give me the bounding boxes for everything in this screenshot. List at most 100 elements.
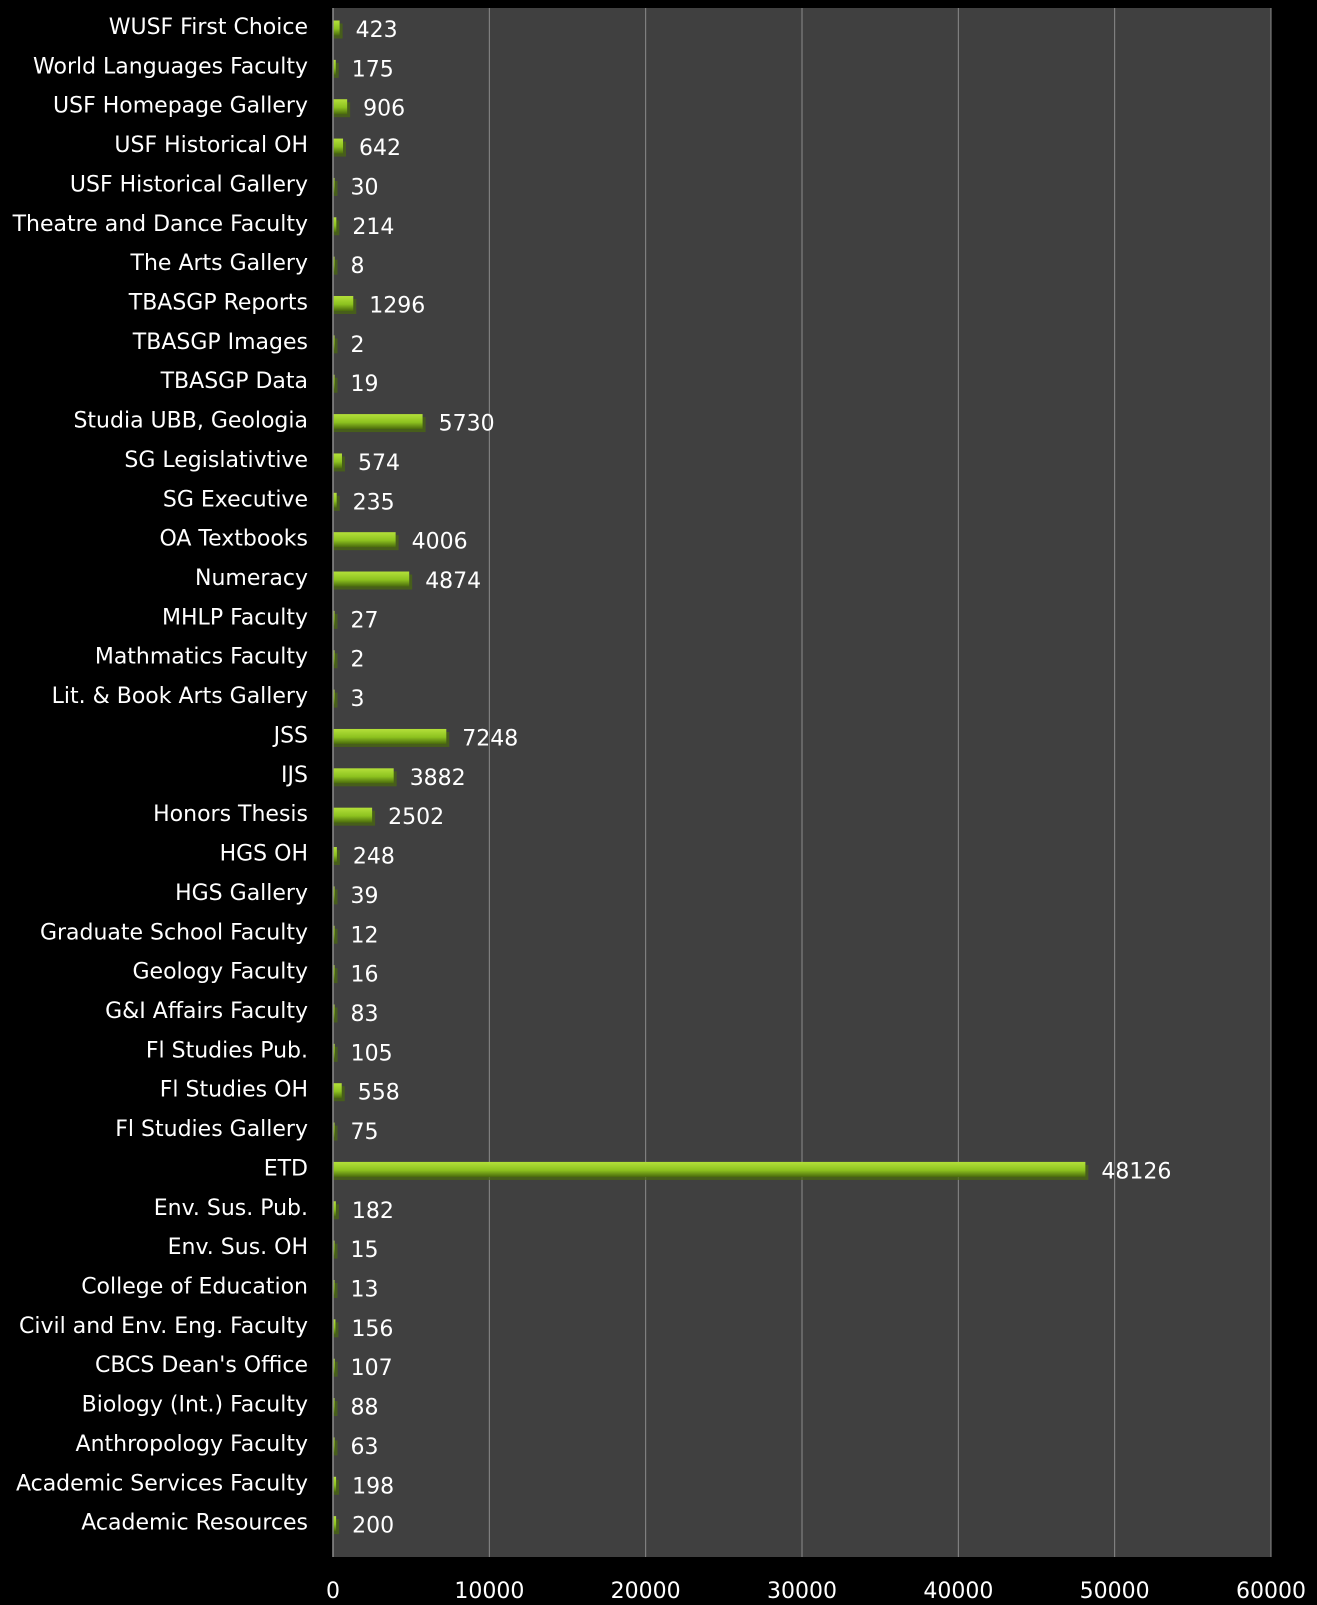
category-label: USF Historical Gallery — [70, 172, 308, 197]
category-label: HGS OH — [220, 842, 308, 867]
category-label: MHLP Faculty — [162, 605, 308, 630]
category-label: TBASGP Data — [160, 369, 308, 394]
category-label: SG Legislativtive — [124, 448, 308, 473]
bar-shadow — [333, 377, 338, 393]
category-label: Graduate School Faculty — [40, 920, 308, 945]
data-label: 30 — [351, 175, 379, 200]
data-label: 2 — [351, 333, 365, 358]
bar-shadow — [333, 62, 339, 78]
category-label: Env. Sus. OH — [168, 1235, 308, 1260]
bar-shadow — [333, 889, 338, 905]
data-label: 1296 — [369, 294, 425, 319]
data-label: 200 — [352, 1514, 394, 1539]
bar — [333, 1358, 335, 1374]
category-label: TBASGP Reports — [128, 291, 308, 316]
bar — [333, 138, 344, 154]
category-label: College of Education — [81, 1274, 308, 1299]
bar-shadow — [333, 1125, 338, 1141]
bar — [333, 728, 447, 744]
category-label: World Languages Faculty — [33, 54, 308, 79]
category-label: Mathmatics Faculty — [95, 645, 308, 670]
data-label: 83 — [351, 1002, 379, 1027]
category-label: Honors Thesis — [153, 802, 308, 827]
category-label: HGS Gallery — [175, 881, 308, 906]
category-label: CBCS Dean's Office — [95, 1353, 308, 1378]
bar — [333, 453, 342, 469]
bar-shadow — [333, 1322, 339, 1338]
bar-shadow — [333, 653, 338, 669]
bars — [333, 20, 1089, 1535]
bar — [333, 1319, 336, 1335]
category-label: OA Textbooks — [159, 527, 308, 552]
data-label: 12 — [351, 923, 379, 948]
bar — [333, 532, 396, 548]
bar — [333, 492, 337, 508]
bar — [333, 296, 354, 312]
category-label: Civil and Env. Eng. Faculty — [19, 1314, 308, 1339]
data-label: 182 — [352, 1199, 394, 1224]
bar-shadow — [333, 692, 338, 708]
x-tick-label: 40000 — [923, 1579, 993, 1604]
category-label: Fl Studies Gallery — [115, 1117, 308, 1142]
bar — [333, 807, 373, 823]
category-label: Biology (Int.) Faculty — [82, 1393, 308, 1418]
x-tick-label: 10000 — [454, 1579, 524, 1604]
x-axis-tick-labels: 0 10000 20000 30000 40000 50000 60000 — [326, 1579, 1306, 1604]
data-label: 8 — [351, 254, 365, 279]
bar — [333, 99, 348, 115]
data-label: 105 — [351, 1041, 393, 1066]
data-label: 3882 — [410, 766, 466, 791]
data-label: 48126 — [1101, 1159, 1171, 1184]
category-label: JSS — [272, 723, 308, 748]
category-label: IJS — [281, 763, 308, 788]
data-label: 19 — [351, 372, 379, 397]
category-label: Geology Faculty — [132, 960, 308, 985]
data-label: 574 — [358, 451, 400, 476]
data-label: 5730 — [439, 412, 495, 437]
bar — [333, 20, 340, 36]
bar-shadow — [333, 1243, 338, 1259]
bar-shadow — [333, 1361, 338, 1377]
data-label: 13 — [351, 1277, 379, 1302]
category-label: Studia UBB, Geologia — [73, 409, 308, 434]
gridlines — [488, 8, 1272, 1557]
data-label: 175 — [352, 57, 394, 82]
data-label: 107 — [351, 1356, 393, 1381]
bar-shadow — [333, 968, 338, 984]
x-tick-label: 30000 — [767, 1579, 837, 1604]
category-label: USF Homepage Gallery — [53, 94, 308, 119]
category-label: Fl Studies OH — [160, 1078, 308, 1103]
bar — [333, 1201, 336, 1217]
data-label: 248 — [353, 845, 395, 870]
category-label: Theatre and Dance Faculty — [12, 212, 308, 237]
data-label: 88 — [351, 1396, 379, 1421]
category-label: Lit. & Book Arts Gallery — [52, 684, 308, 709]
data-label: 558 — [358, 1081, 400, 1106]
data-label: 214 — [352, 215, 394, 240]
bar-shadow — [333, 1046, 338, 1062]
category-label: Anthropology Faculty — [76, 1432, 308, 1457]
bar — [333, 1516, 337, 1532]
data-label: 156 — [351, 1317, 393, 1342]
x-tick-label: 0 — [326, 1579, 340, 1604]
value-labels: 4231759066423021481296219573057423540064… — [351, 18, 1172, 1539]
category-label: G&I Affairs Faculty — [105, 999, 308, 1024]
category-labels: WUSF First Choice World Languages Faculty… — [12, 15, 308, 1536]
category-label: SG Executive — [163, 487, 308, 512]
x-tick-label: 20000 — [611, 1579, 681, 1604]
bar — [333, 414, 423, 430]
bar-shadow — [333, 1007, 338, 1023]
category-label: TBASGP Images — [132, 330, 308, 355]
category-label: The Arts Gallery — [130, 251, 308, 276]
bar — [333, 217, 337, 233]
bar — [333, 1161, 1086, 1177]
x-tick-label: 50000 — [1080, 1579, 1150, 1604]
bar-shadow — [333, 1204, 339, 1220]
bar-shadow — [333, 338, 338, 354]
data-label: 27 — [351, 608, 379, 633]
data-label: 235 — [353, 490, 395, 515]
data-label: 63 — [351, 1435, 379, 1460]
bar-shadow — [333, 259, 338, 275]
data-label: 198 — [352, 1474, 394, 1499]
